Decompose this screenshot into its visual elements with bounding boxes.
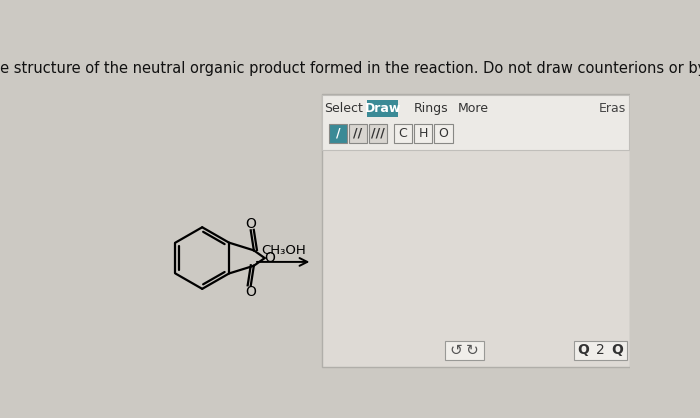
Text: CH₃OH: CH₃OH bbox=[261, 244, 306, 257]
FancyBboxPatch shape bbox=[368, 100, 398, 117]
FancyBboxPatch shape bbox=[328, 124, 347, 143]
Text: Select: Select bbox=[325, 102, 363, 115]
FancyBboxPatch shape bbox=[414, 124, 433, 143]
Text: H: H bbox=[419, 127, 428, 140]
Text: 2: 2 bbox=[596, 344, 605, 357]
Text: C: C bbox=[398, 127, 407, 140]
FancyBboxPatch shape bbox=[321, 94, 630, 367]
Text: //: // bbox=[354, 127, 363, 140]
Text: Eras: Eras bbox=[599, 102, 626, 115]
Text: Q: Q bbox=[578, 344, 589, 357]
FancyBboxPatch shape bbox=[369, 124, 387, 143]
Text: O: O bbox=[245, 285, 256, 299]
FancyBboxPatch shape bbox=[322, 95, 629, 150]
Text: ↻: ↻ bbox=[466, 343, 479, 358]
Text: Draw the structure of the neutral organic product formed in the reaction. Do not: Draw the structure of the neutral organi… bbox=[0, 61, 700, 76]
FancyBboxPatch shape bbox=[574, 341, 627, 360]
Text: /: / bbox=[335, 127, 340, 140]
Text: O: O bbox=[265, 251, 276, 265]
Text: O: O bbox=[245, 217, 256, 231]
Text: Draw: Draw bbox=[365, 102, 401, 115]
FancyBboxPatch shape bbox=[393, 124, 412, 143]
Text: More: More bbox=[458, 102, 489, 115]
Text: Q: Q bbox=[612, 344, 624, 357]
Text: ///: /// bbox=[371, 127, 385, 140]
Text: O: O bbox=[438, 127, 448, 140]
FancyBboxPatch shape bbox=[434, 124, 452, 143]
FancyBboxPatch shape bbox=[444, 341, 484, 360]
Text: ↺: ↺ bbox=[449, 343, 462, 358]
FancyBboxPatch shape bbox=[349, 124, 368, 143]
Text: Rings: Rings bbox=[414, 102, 448, 115]
